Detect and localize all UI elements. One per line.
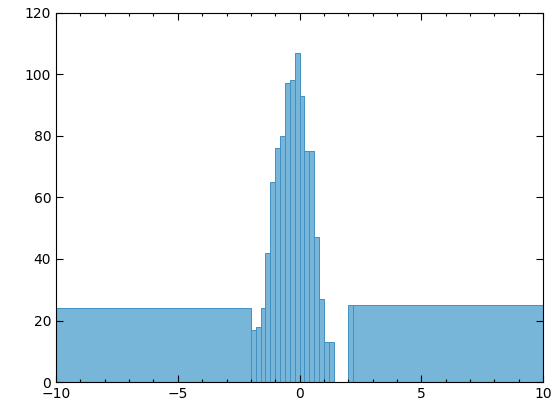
Bar (329, 342, 334, 382)
Bar (319, 299, 324, 382)
Bar (56, 308, 251, 382)
Bar (324, 342, 329, 382)
Bar (275, 148, 280, 382)
Bar (260, 308, 265, 382)
Bar (280, 136, 285, 382)
Bar (295, 52, 300, 382)
Bar (251, 330, 256, 382)
Bar (348, 305, 353, 382)
Bar (314, 237, 319, 382)
Bar (265, 253, 270, 382)
Bar (309, 151, 314, 382)
Bar (290, 80, 295, 382)
Bar (300, 96, 305, 382)
Bar (305, 151, 309, 382)
Bar (270, 182, 275, 382)
Bar (353, 305, 543, 382)
Bar (256, 327, 260, 382)
Bar (285, 84, 290, 382)
